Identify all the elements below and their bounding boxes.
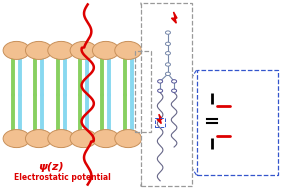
- Text: C: C: [207, 99, 216, 112]
- Circle shape: [48, 41, 74, 59]
- Circle shape: [3, 41, 30, 59]
- Text: C-H bond: C-H bond: [205, 74, 252, 83]
- Circle shape: [3, 130, 30, 148]
- Bar: [141, 3, 192, 186]
- Text: ψ(z): ψ(z): [38, 162, 64, 172]
- Circle shape: [166, 31, 171, 34]
- Circle shape: [115, 41, 142, 59]
- Circle shape: [158, 80, 163, 83]
- Circle shape: [166, 52, 171, 55]
- Polygon shape: [171, 12, 177, 23]
- Circle shape: [92, 41, 119, 59]
- Circle shape: [166, 72, 171, 76]
- Bar: [197, 70, 278, 175]
- Circle shape: [26, 130, 52, 148]
- Polygon shape: [157, 114, 162, 124]
- Text: Electrostatic potential: Electrostatic potential: [14, 174, 111, 183]
- Bar: [135, 51, 151, 132]
- Circle shape: [172, 80, 176, 83]
- Circle shape: [92, 130, 119, 148]
- Text: H: H: [230, 99, 241, 112]
- Bar: [155, 118, 165, 127]
- Text: C: C: [207, 129, 216, 142]
- Circle shape: [172, 89, 176, 92]
- Circle shape: [115, 130, 142, 148]
- Circle shape: [70, 130, 97, 148]
- Text: H: H: [230, 129, 241, 142]
- Circle shape: [26, 41, 52, 59]
- Circle shape: [166, 42, 171, 46]
- Circle shape: [70, 41, 97, 59]
- Circle shape: [166, 63, 171, 66]
- Circle shape: [48, 130, 74, 148]
- Circle shape: [158, 89, 163, 92]
